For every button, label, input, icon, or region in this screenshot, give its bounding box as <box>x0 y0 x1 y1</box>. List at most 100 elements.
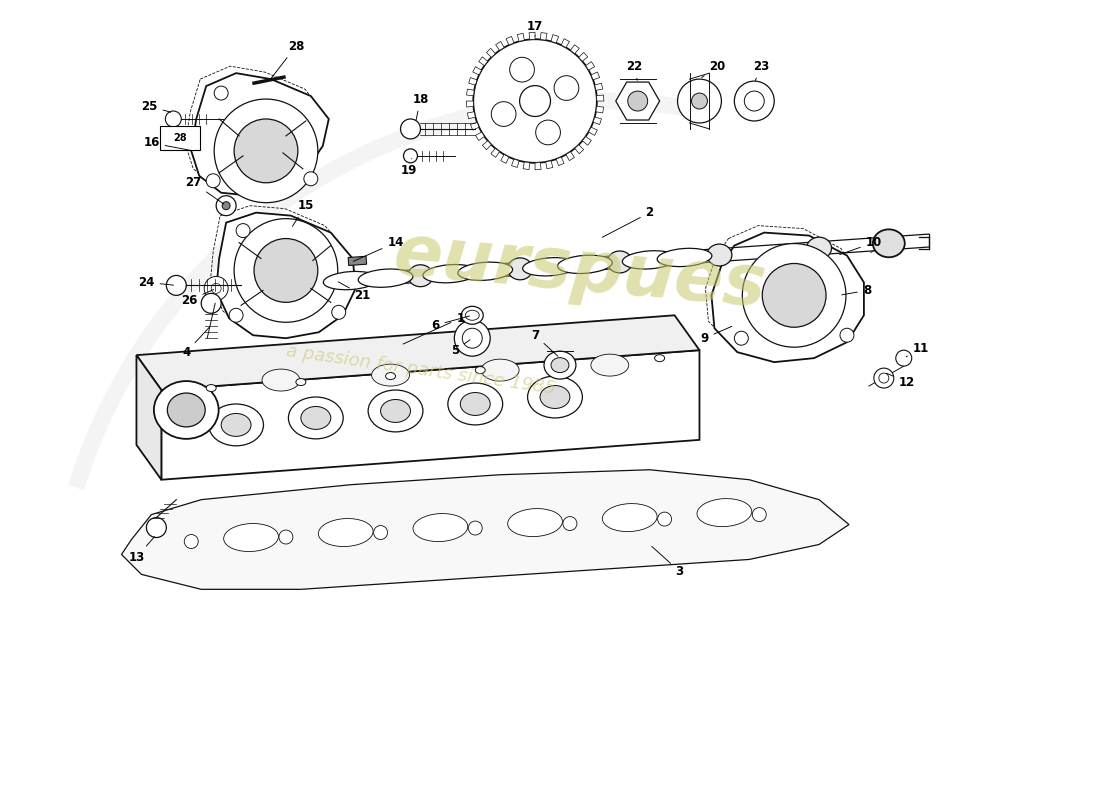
Text: 4: 4 <box>183 327 209 358</box>
Ellipse shape <box>465 310 480 320</box>
Polygon shape <box>486 48 495 58</box>
Circle shape <box>229 308 243 322</box>
Bar <box>348 256 366 266</box>
Circle shape <box>519 86 550 117</box>
Polygon shape <box>575 145 584 154</box>
Text: eurspues: eurspues <box>390 220 769 321</box>
Text: 28: 28 <box>271 40 304 79</box>
Polygon shape <box>512 159 519 167</box>
Ellipse shape <box>288 397 343 439</box>
Circle shape <box>745 91 764 111</box>
Circle shape <box>374 526 387 539</box>
Polygon shape <box>162 350 700 480</box>
FancyBboxPatch shape <box>161 126 200 150</box>
Text: 23: 23 <box>754 60 769 81</box>
Ellipse shape <box>304 272 328 294</box>
Circle shape <box>473 39 597 163</box>
Polygon shape <box>557 157 564 166</box>
Ellipse shape <box>623 250 676 269</box>
Circle shape <box>400 119 420 139</box>
Ellipse shape <box>262 369 300 391</box>
Ellipse shape <box>386 373 396 379</box>
Ellipse shape <box>408 265 433 286</box>
Text: 8: 8 <box>842 284 871 297</box>
Circle shape <box>735 331 748 345</box>
Text: a passion for parts since 1985: a passion for parts since 1985 <box>285 342 557 398</box>
Circle shape <box>404 149 418 163</box>
Circle shape <box>201 294 221 314</box>
Ellipse shape <box>296 378 306 386</box>
Polygon shape <box>616 82 660 120</box>
Polygon shape <box>496 42 504 50</box>
Circle shape <box>454 320 491 356</box>
Ellipse shape <box>424 265 477 283</box>
Circle shape <box>332 306 345 319</box>
Polygon shape <box>524 162 530 170</box>
Polygon shape <box>588 127 597 135</box>
Ellipse shape <box>507 258 532 280</box>
Ellipse shape <box>657 248 712 266</box>
Circle shape <box>840 328 854 342</box>
Polygon shape <box>136 355 162 480</box>
Ellipse shape <box>223 523 278 551</box>
Circle shape <box>146 518 166 538</box>
Ellipse shape <box>359 269 412 287</box>
Polygon shape <box>517 34 525 42</box>
Ellipse shape <box>707 244 732 266</box>
Circle shape <box>752 508 767 522</box>
Ellipse shape <box>412 514 468 542</box>
Circle shape <box>469 521 482 535</box>
Circle shape <box>205 277 228 300</box>
Ellipse shape <box>508 509 562 537</box>
Circle shape <box>895 350 912 366</box>
Polygon shape <box>579 53 587 62</box>
Polygon shape <box>551 34 559 43</box>
Ellipse shape <box>806 237 832 259</box>
Ellipse shape <box>167 393 206 427</box>
Ellipse shape <box>873 230 905 258</box>
Ellipse shape <box>551 358 569 373</box>
Polygon shape <box>469 78 477 85</box>
Circle shape <box>214 99 318 202</box>
Polygon shape <box>712 233 864 362</box>
Text: 17: 17 <box>527 20 543 36</box>
Polygon shape <box>582 137 592 146</box>
Ellipse shape <box>458 262 513 281</box>
Circle shape <box>879 373 889 383</box>
Text: 12: 12 <box>887 374 915 389</box>
Circle shape <box>214 86 228 100</box>
Polygon shape <box>491 148 499 158</box>
Ellipse shape <box>528 376 582 418</box>
Ellipse shape <box>522 258 578 276</box>
Circle shape <box>185 534 198 549</box>
Polygon shape <box>571 45 580 54</box>
Polygon shape <box>475 132 484 141</box>
Ellipse shape <box>540 386 570 409</box>
Text: 25: 25 <box>141 99 170 113</box>
Polygon shape <box>191 73 329 196</box>
Polygon shape <box>546 161 553 169</box>
Ellipse shape <box>544 351 576 379</box>
Ellipse shape <box>460 393 491 415</box>
Text: 27: 27 <box>185 176 224 204</box>
Circle shape <box>254 238 318 302</box>
Polygon shape <box>596 95 604 101</box>
Text: 6: 6 <box>431 316 470 332</box>
Polygon shape <box>506 37 514 45</box>
Polygon shape <box>591 72 600 80</box>
Circle shape <box>742 243 846 347</box>
Polygon shape <box>529 32 535 39</box>
Ellipse shape <box>372 364 409 386</box>
Text: 14: 14 <box>353 236 404 262</box>
Circle shape <box>462 328 482 348</box>
Circle shape <box>658 512 672 526</box>
Ellipse shape <box>206 385 217 391</box>
Text: 7: 7 <box>531 329 558 356</box>
Circle shape <box>628 91 648 111</box>
Ellipse shape <box>603 503 657 531</box>
Ellipse shape <box>654 354 664 362</box>
Circle shape <box>873 368 894 388</box>
Polygon shape <box>466 89 474 96</box>
Text: 20: 20 <box>702 60 726 78</box>
Circle shape <box>536 120 560 145</box>
